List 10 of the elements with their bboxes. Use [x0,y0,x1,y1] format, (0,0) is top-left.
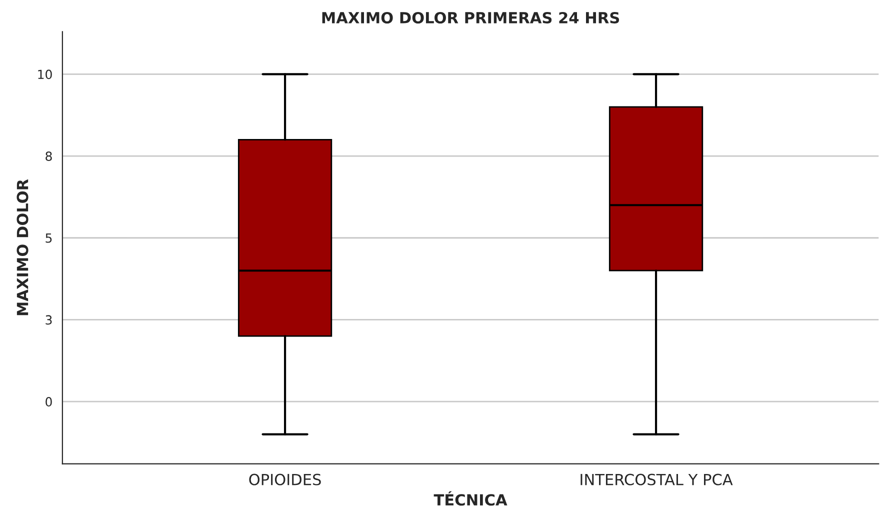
y-tick-label: 3 [46,315,52,325]
x-axis-title: TÉCNICA [434,491,508,506]
x-tick-label: OPIOIDES [249,474,321,486]
x-tick-label: INTERCOSTAL Y PCA [580,474,733,486]
y-tick-label: 5 [46,234,52,243]
y-tick-label: 8 [46,151,52,161]
y-tick-label: 10 [38,70,52,80]
y-axis-title: MAXIMO DOLOR [16,179,28,316]
y-tick-label: 0 [46,397,52,406]
chart-title: MAXIMO DOLOR PRIMERAS 24 HRS [322,12,620,24]
